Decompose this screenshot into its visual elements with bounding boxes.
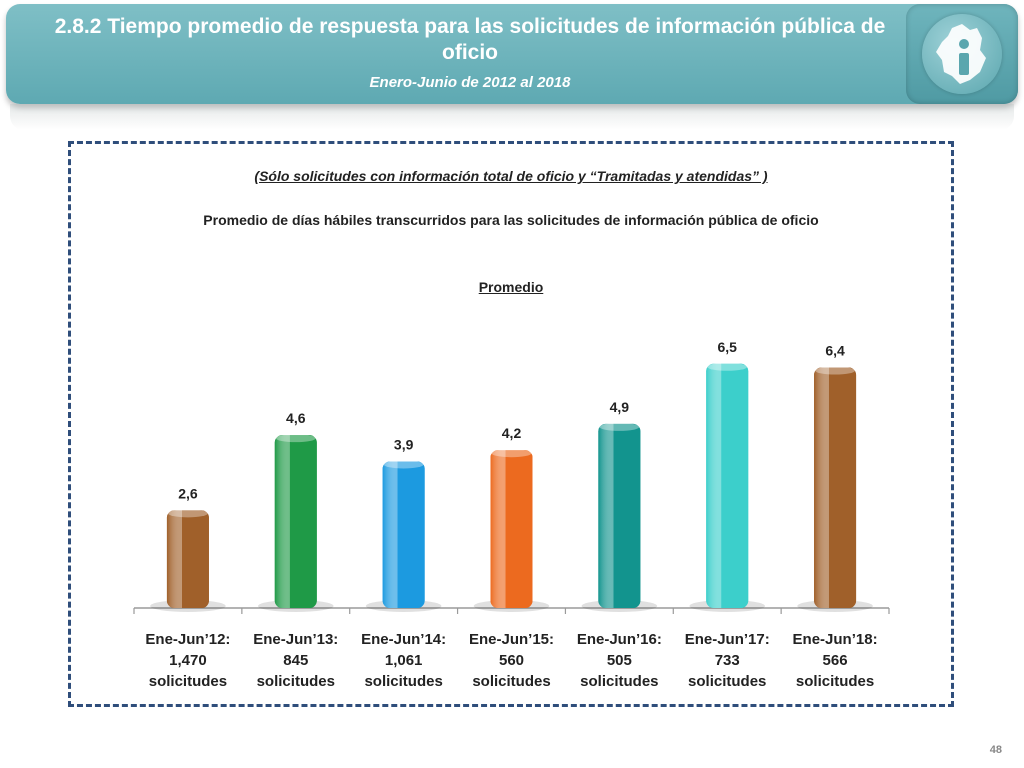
category-label: Ene-Jun’15: bbox=[469, 631, 554, 648]
category-label: solicitudes bbox=[688, 673, 766, 690]
bar-value-label: 4,2 bbox=[502, 425, 522, 441]
category-label: solicitudes bbox=[796, 673, 874, 690]
bar-cap bbox=[599, 422, 640, 431]
bar-cap bbox=[815, 366, 856, 375]
chart-title: Promedio bbox=[478, 279, 544, 295]
bar-highlight bbox=[598, 423, 641, 608]
bar-cap bbox=[383, 460, 424, 469]
category-label: Ene-Jun’12: bbox=[145, 631, 230, 648]
category-label: 733 bbox=[715, 652, 740, 669]
bar-value-label: 2,6 bbox=[178, 485, 198, 501]
category-label: 1,061 bbox=[385, 652, 423, 669]
bar-cap bbox=[275, 434, 316, 443]
category-label: solicitudes bbox=[580, 673, 658, 690]
bar-highlight bbox=[274, 435, 317, 608]
page-number: 48 bbox=[989, 744, 1002, 756]
bar-highlight bbox=[814, 367, 857, 608]
chart-frame bbox=[68, 141, 954, 707]
bar-highlight bbox=[382, 461, 425, 608]
bar-value-label: 4,9 bbox=[610, 399, 630, 415]
category-label: solicitudes bbox=[149, 673, 227, 690]
category-label: Ene-Jun’17: bbox=[685, 631, 770, 648]
header-banner bbox=[6, 4, 1018, 104]
bar-cap bbox=[491, 449, 532, 458]
header-shadow bbox=[10, 104, 1014, 130]
bar-highlight bbox=[166, 510, 209, 608]
bar-value-label: 6,5 bbox=[717, 339, 737, 355]
category-label: Ene-Jun’18: bbox=[793, 631, 878, 648]
logo-svg: i bbox=[936, 24, 986, 84]
category-label: solicitudes bbox=[364, 673, 442, 690]
category-label: Ene-Jun’13: bbox=[253, 631, 338, 648]
category-label: solicitudes bbox=[472, 673, 550, 690]
chart-description: Promedio de días hábiles transcurridos p… bbox=[203, 212, 819, 228]
slide-title: 2.8.2 Tiempo promedio de respuesta para … bbox=[54, 15, 886, 64]
bar-highlight bbox=[490, 450, 533, 608]
category-label: 560 bbox=[499, 652, 524, 669]
category-label: Ene-Jun’16: bbox=[577, 631, 662, 648]
bar-value-label: 3,9 bbox=[394, 436, 414, 452]
chart-note: (Sólo solicitudes con información total … bbox=[254, 168, 768, 184]
category-label: 505 bbox=[607, 652, 632, 669]
logo-badge: i bbox=[906, 4, 1018, 104]
category-label: Ene-Jun’14: bbox=[361, 631, 446, 648]
category-label: 845 bbox=[283, 652, 308, 669]
slide-subtitle: Enero-Junio de 2012 al 2018 bbox=[369, 74, 571, 91]
bar-cap bbox=[707, 362, 748, 371]
bar-cap bbox=[167, 509, 208, 518]
category-label: 1,470 bbox=[169, 652, 207, 669]
category-label: solicitudes bbox=[257, 673, 335, 690]
bar-highlight bbox=[706, 363, 749, 608]
bar-value-label: 4,6 bbox=[286, 410, 306, 426]
bar-value-label: 6,4 bbox=[825, 343, 845, 359]
cdmx-map-info-icon: i bbox=[922, 14, 1002, 94]
category-label: 566 bbox=[823, 652, 848, 669]
